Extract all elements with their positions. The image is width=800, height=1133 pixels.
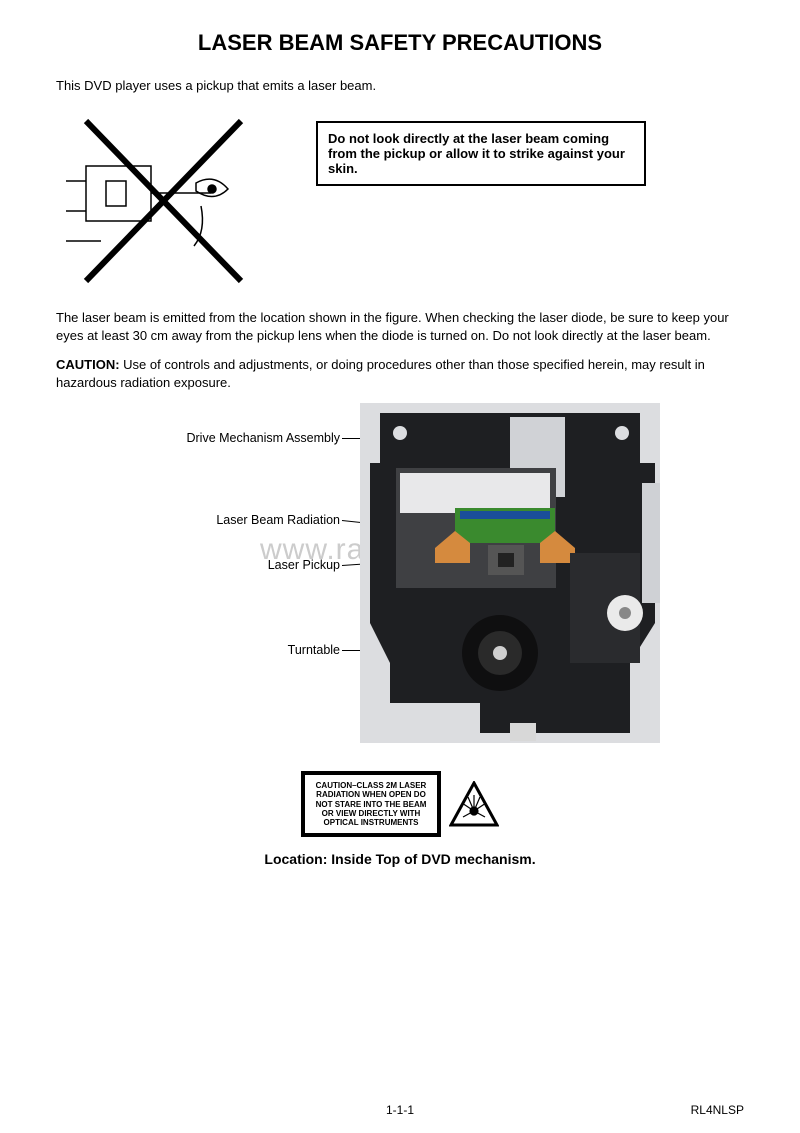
footer-page-number: 1-1-1: [386, 1103, 414, 1117]
mechanism-figure: Drive Mechanism Assembly Laser Beam Radi…: [100, 403, 700, 753]
page-title: LASER BEAM SAFETY PRECAUTIONS: [56, 30, 744, 56]
location-caption: Location: Inside Top of DVD mechanism.: [56, 851, 744, 867]
laser-hazard-icon: [449, 781, 499, 827]
footer-model-code: RL4NLSP: [691, 1103, 744, 1117]
label-laser-radiation: Laser Beam Radiation: [100, 513, 340, 527]
top-row: Do not look directly at the laser beam c…: [56, 111, 744, 291]
caution-prefix: CAUTION:: [56, 357, 123, 372]
caution-label-row: CAUTION–CLASS 2M LASER RADIATION WHEN OP…: [56, 771, 744, 837]
caution-sticker: CAUTION–CLASS 2M LASER RADIATION WHEN OP…: [301, 771, 441, 837]
eye-diagram: [56, 111, 256, 291]
warning-box: Do not look directly at the laser beam c…: [316, 121, 646, 186]
label-drive-mechanism: Drive Mechanism Assembly: [100, 431, 340, 445]
watermark: www.ra: [260, 533, 364, 567]
label-turntable: Turntable: [100, 643, 340, 657]
mechanism-photo: [360, 403, 660, 743]
paragraph-1: The laser beam is emitted from the locat…: [56, 309, 744, 344]
caution-paragraph: CAUTION: Use of controls and adjustments…: [56, 356, 744, 391]
caution-body: Use of controls and adjustments, or doin…: [56, 357, 705, 390]
intro-text: This DVD player uses a pickup that emits…: [56, 78, 744, 93]
